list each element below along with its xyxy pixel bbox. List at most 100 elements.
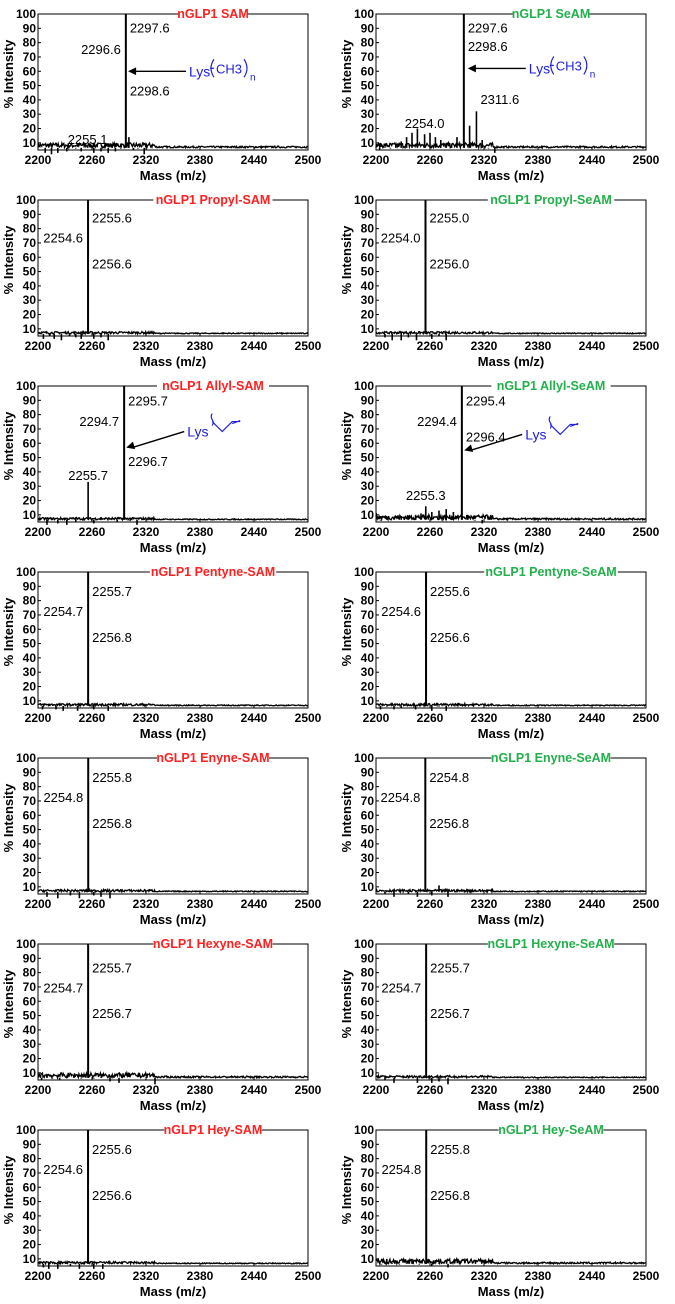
chart-title: nGLP1 Hexyne-SAM (153, 937, 273, 951)
x-tick-label: 2260 (417, 153, 444, 167)
y-axis-label: % Intensity (339, 783, 354, 852)
x-tick-label: 2500 (633, 1083, 660, 1097)
y-tick-label: 30 (361, 851, 375, 865)
y-tick-label: 80 (361, 780, 375, 794)
y-tick-label: 50 (361, 1009, 375, 1023)
x-axis-label: Mass (m/z) (478, 1284, 544, 1299)
baseline-trace (375, 512, 646, 522)
annotation-arrow (469, 433, 523, 452)
y-axis-label: % Intensity (1, 783, 16, 852)
y-tick-label: 40 (23, 465, 37, 479)
title-backing (498, 1123, 604, 1136)
y-tick-label: 70 (361, 1166, 375, 1180)
spectrum-panel: 10 20 30 40 50 60 70 80 90 100 2200 2260 2320 2380 244… (338, 558, 675, 744)
x-tick-label: 2440 (579, 339, 606, 353)
y-tick-label: 70 (361, 608, 375, 622)
baseline-trace (37, 140, 308, 151)
chart-title: nGLP1 Allyl-SeAM (497, 379, 606, 393)
spectrum-panel: 10 20 30 40 50 60 70 80 90 100 2200 2260 2320 2380 244… (0, 744, 337, 930)
spectrum-panel: 10 20 30 40 50 60 70 80 90 100 2200 2260 2320 2380 244… (0, 930, 337, 1116)
peak-label: 2254.0 (381, 231, 421, 246)
y-tick-label: 40 (23, 93, 37, 107)
title-backing (157, 751, 269, 764)
baseline-trace (375, 1073, 646, 1080)
title-backing (178, 7, 248, 20)
y-tick-label: 60 (23, 250, 37, 264)
peak-label: 2294.7 (79, 414, 119, 429)
y-tick-label: 90 (23, 951, 37, 965)
y-tick-label: 80 (23, 780, 37, 794)
annotation-lys: Lys (187, 424, 208, 440)
chart-title: nGLP1 Hey-SeAM (498, 1123, 604, 1137)
peak-label: 2254.6 (381, 604, 421, 619)
x-tick-label: 2200 (363, 1083, 390, 1097)
spectrum-panel: 10 20 30 40 50 60 70 80 90 100 2200 2260 2320 2380 244… (338, 186, 675, 372)
y-tick-label: 40 (361, 1209, 375, 1223)
annotation-group: CH3 (556, 58, 582, 73)
y-tick-label: 30 (23, 1037, 37, 1051)
spectrum-panel: 10 20 30 40 50 60 70 80 90 100 2200 2260 2320 2380 244… (0, 0, 337, 186)
peak-label: 2256.6 (92, 256, 132, 271)
y-tick-label: 40 (23, 651, 37, 665)
y-tick-label: 60 (23, 622, 37, 636)
peak-label: 2255.6 (92, 211, 132, 226)
x-tick-label: 2200 (25, 153, 52, 167)
y-tick-label: 20 (361, 308, 375, 322)
spectrum-panel: 10 20 30 40 50 60 70 80 90 100 2200 2260 2320 2380 244… (338, 930, 675, 1116)
title-backing (153, 193, 273, 206)
y-tick-label: 100 (354, 193, 374, 207)
y-tick-label: 50 (361, 1195, 375, 1209)
y-axis-label: % Intensity (339, 411, 354, 480)
y-tick-label: 60 (23, 1180, 37, 1194)
y-tick-label: 70 (361, 794, 375, 808)
peak-label: 2256.0 (430, 256, 470, 271)
y-tick-label: 40 (23, 279, 37, 293)
baseline-trace (375, 887, 646, 895)
peak-label: 2255.6 (92, 1142, 132, 1157)
title-backing (153, 937, 273, 950)
y-axis-label: % Intensity (339, 1155, 354, 1224)
x-tick-label: 2500 (295, 711, 322, 725)
x-tick-label: 2380 (525, 711, 552, 725)
y-tick-label: 10 (361, 880, 375, 894)
x-tick-label: 2500 (633, 897, 660, 911)
y-axis-label: % Intensity (1, 597, 16, 666)
arrowhead (128, 67, 137, 76)
y-axis-label: % Intensity (1, 1155, 16, 1224)
x-tick-label: 2380 (525, 1269, 552, 1283)
y-tick-label: 60 (361, 808, 375, 822)
chart-title: nGLP1 Enyne-SeAM (491, 751, 611, 765)
x-tick-label: 2380 (525, 525, 552, 539)
y-tick-label: 30 (23, 107, 37, 121)
x-tick-label: 2500 (295, 1269, 322, 1283)
peak-label: 2256.7 (430, 1006, 470, 1021)
y-tick-label: 20 (23, 1052, 37, 1066)
x-axis-label: Mass (m/z) (478, 726, 544, 741)
y-tick-label: 40 (361, 279, 375, 293)
y-axis-label: % Intensity (1, 969, 16, 1038)
x-tick-label: 2500 (633, 1269, 660, 1283)
allyl-group-icon (210, 413, 241, 433)
y-tick-label: 60 (23, 436, 37, 450)
y-tick-label: 90 (23, 393, 37, 407)
y-tick-label: 100 (354, 565, 374, 579)
annotation-arrow (131, 430, 185, 449)
y-tick-label: 90 (23, 765, 37, 779)
spectrum-panel: 10 20 30 40 50 60 70 80 90 100 2200 2260 2320 2380 244… (338, 1116, 675, 1302)
chart-title: nGLP1 SAM (177, 7, 249, 21)
y-tick-label: 10 (23, 1252, 37, 1266)
y-tick-label: 50 (361, 265, 375, 279)
y-tick-label: 90 (361, 393, 375, 407)
baseline-trace (37, 1259, 308, 1266)
y-tick-label: 50 (23, 637, 37, 651)
y-tick-label: 100 (16, 1123, 36, 1137)
peak-label: 2256.8 (429, 816, 469, 831)
y-tick-label: 30 (361, 665, 375, 679)
